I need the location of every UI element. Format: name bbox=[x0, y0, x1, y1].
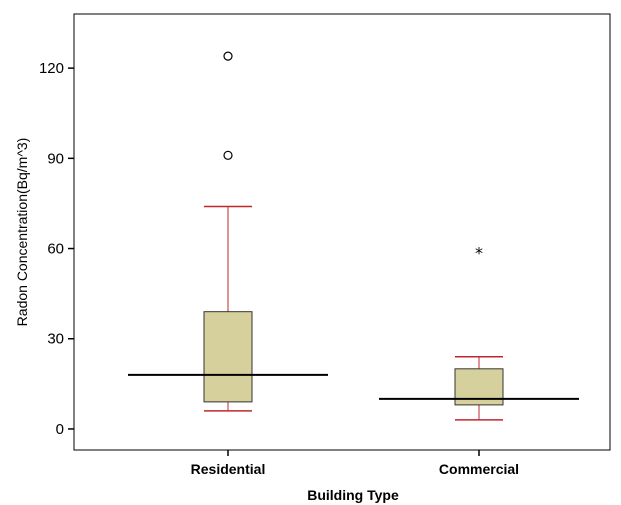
x-axis-title: Building Type bbox=[307, 487, 399, 503]
y-tick-label: 0 bbox=[56, 421, 64, 438]
outlier-point bbox=[223, 51, 233, 61]
box-commercial: * bbox=[379, 244, 579, 421]
y-axis: 0 30 60 90 120 bbox=[39, 60, 74, 438]
boxes-layer: * bbox=[128, 51, 579, 421]
y-tick-label: 90 bbox=[47, 150, 64, 167]
box-residential bbox=[128, 51, 328, 412]
x-axis: Residential Commercial bbox=[191, 450, 519, 477]
x-tick-label: Commercial bbox=[439, 461, 519, 477]
y-tick-label: 120 bbox=[39, 60, 64, 77]
plot-frame bbox=[73, 13, 611, 451]
y-axis-title: Radon Concentration(Bq/m^3) bbox=[14, 138, 30, 327]
y-tick-label: 30 bbox=[47, 331, 64, 348]
extreme-point: * bbox=[475, 244, 483, 263]
y-tick-label: 60 bbox=[47, 241, 64, 258]
outlier-point bbox=[223, 150, 233, 160]
iqr-box bbox=[203, 311, 253, 403]
x-tick-label: Residential bbox=[191, 461, 266, 477]
